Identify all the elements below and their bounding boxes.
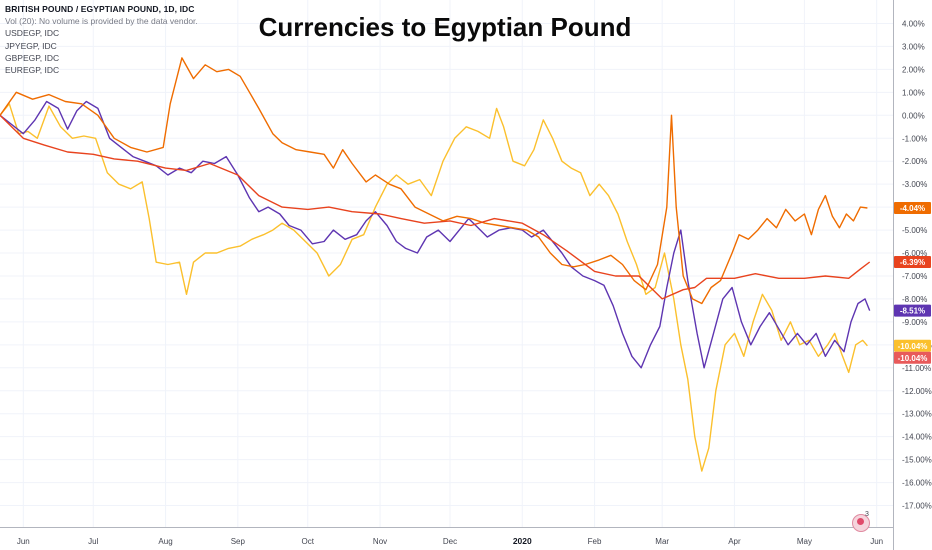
x-tick-label: Jul [88,537,98,546]
price-badge-bg [894,202,931,215]
y-tick-label: 0.00% [902,111,925,120]
y-tick-label: -11.00% [902,364,931,373]
x-tick-label: Jun [17,537,30,546]
logo-notification-count: 3 [865,511,869,518]
y-tick-label: -3.00% [902,180,927,189]
y-tick-label: -9.00% [902,318,927,327]
y-tick-label: -16.00% [902,479,932,488]
series-line-jpyegp [0,103,868,472]
chart-legend: BRITISH POUND / EGYPTIAN POUND, 1D, IDC … [5,3,198,76]
price-badge-label: -10.04% [898,354,928,363]
price-badge-usdegp: -4.04% [894,202,931,215]
x-tick-label: Aug [158,537,172,546]
series-lines [0,57,871,472]
y-tick-label: -1.00% [902,134,927,143]
chart-title: Currencies to Egyptian Pound [258,12,632,42]
y-tick-label: -14.00% [902,433,932,442]
legend-symbol-gbpegp[interactable]: GBPEGP, IDC [5,52,60,63]
price-badge-euregp: -6.39% [894,255,931,268]
x-tick-label: Jun [870,537,883,546]
x-tick-label: Oct [302,537,315,546]
y-tick-label: -12.00% [902,387,932,396]
price-badge-bg [894,255,931,268]
x-tick-label: Sep [231,537,246,546]
y-tick-label: -5.00% [902,226,927,235]
y-tick-label: -13.00% [902,410,932,419]
x-tick-label: Apr [728,537,741,546]
x-tick-label: Dec [443,537,457,546]
x-tick-label: Nov [373,537,387,546]
price-badge-bg [894,339,931,352]
series-line-gbpegp [0,100,871,369]
legend-volume-note: Vol (20): No volume is provided by the d… [5,16,198,27]
price-badge-label: -10.04% [898,342,928,351]
y-tick-label: 2.00% [902,65,925,74]
tradingview-logo-icon[interactable] [852,514,870,532]
x-tick-label: Feb [588,537,602,546]
y-tick-label: -6.00% [902,249,927,258]
series-line-euregp [0,114,871,300]
price-badge-gbpegp: -8.51% [894,304,931,317]
legend-symbol-jpyegp[interactable]: JPYEGP, IDC [5,40,57,51]
y-tick-label: -8.00% [902,295,927,304]
price-badge-label: -8.51% [900,307,925,316]
price-badge-british-pound-egyptian-pound: -10.04% [894,351,931,364]
series-line-usdegp [0,57,868,305]
legend-symbol-usdegp[interactable]: USDEGP, IDC [5,28,60,39]
x-tick-label: 2020 [513,536,532,546]
x-tick-label: Mar [655,537,669,546]
legend-main-symbol[interactable]: BRITISH POUND / EGYPTIAN POUND, 1D, IDC [5,4,195,14]
y-tick-label: -15.00% [902,456,932,465]
grid [0,0,893,527]
y-tick-label: -2.00% [902,157,927,166]
y-tick-label: -7.00% [902,272,927,281]
price-badge-jpyegp: -10.04% [894,339,931,352]
price-badges: -4.04% -6.39% -8.51% -10.04% -10.04% [894,202,931,364]
price-badge-label: -6.39% [900,258,925,267]
y-tick-label: 3.00% [902,42,925,51]
legend-symbol-euregp[interactable]: EUREGP, IDC [5,65,60,76]
y-tick-label: 1.00% [902,88,925,97]
price-badge-label: -4.04% [900,204,925,213]
y-tick-label: 4.00% [902,19,925,28]
y-tick-label: -17.00% [902,502,932,511]
price-badge-bg [894,351,931,364]
x-tick-label: May [797,537,812,546]
price-badge-bg [894,304,931,317]
